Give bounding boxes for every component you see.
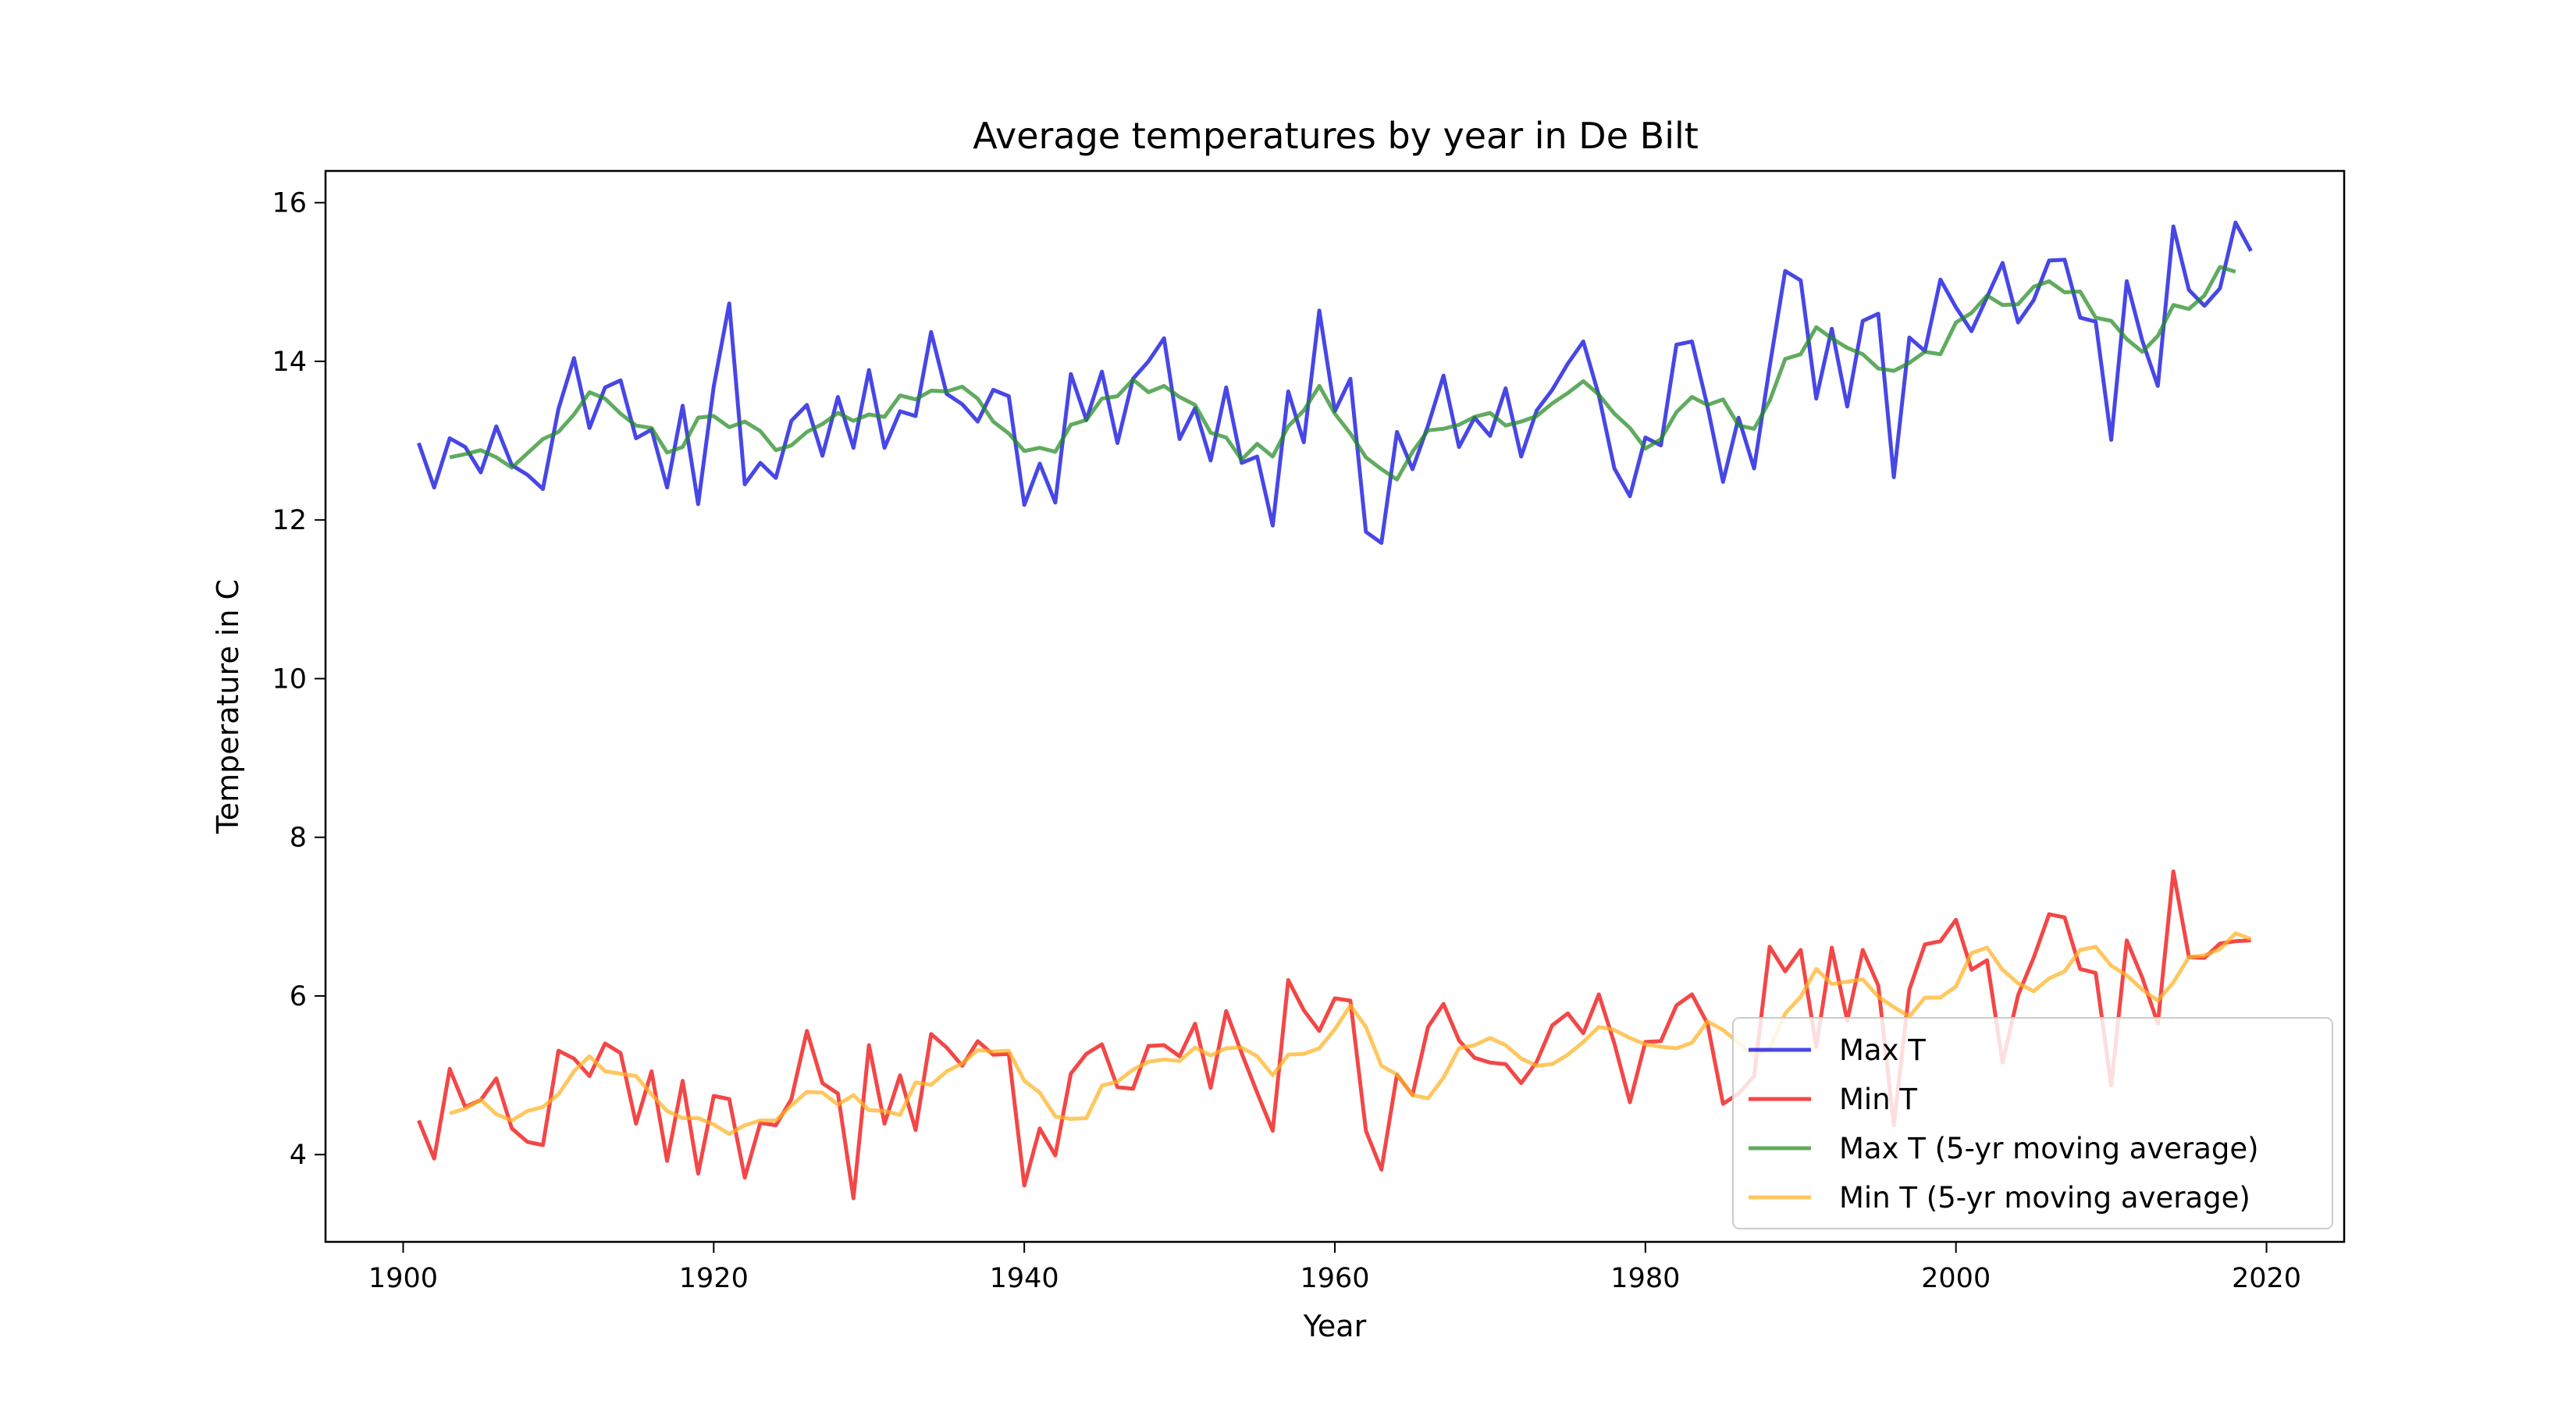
plot-lines bbox=[417, 220, 2253, 1200]
legend-label: Min T bbox=[1839, 1083, 1917, 1116]
x-tick-label: 1920 bbox=[679, 1263, 749, 1294]
y-axis: 4 6 8 10 12 14 16 bbox=[272, 188, 326, 1171]
series-line-0 bbox=[417, 220, 2253, 546]
legend-label: Min T (5-yr moving average) bbox=[1839, 1181, 2250, 1215]
x-tick-label: 1960 bbox=[1300, 1263, 1369, 1294]
legend-label: Max T bbox=[1839, 1033, 1926, 1067]
y-tick-label: 12 bbox=[272, 505, 307, 536]
y-tick-label: 14 bbox=[272, 347, 307, 378]
y-axis-label: Temperature in C bbox=[211, 579, 245, 834]
y-tick-label: 6 bbox=[290, 981, 307, 1012]
chart-title: Average temperatures by year in De Bilt bbox=[973, 115, 1699, 157]
x-tick-label: 2020 bbox=[2232, 1263, 2301, 1294]
x-axis: 1900 1920 1940 1960 1980 2000 2020 bbox=[368, 1242, 2301, 1294]
legend: Max T Min T Max T (5-yr moving average) Min… bbox=[1732, 1017, 2333, 1229]
x-tick-label: 1980 bbox=[1610, 1263, 1680, 1294]
x-tick-label: 1940 bbox=[990, 1263, 1059, 1294]
legend-label: Max T (5-yr moving average) bbox=[1839, 1132, 2259, 1165]
y-tick-label: 4 bbox=[290, 1140, 307, 1171]
legend-box bbox=[1732, 1017, 2333, 1229]
series-line-2 bbox=[449, 265, 2236, 482]
y-tick-label: 10 bbox=[272, 663, 307, 695]
series-line-3 bbox=[449, 931, 2252, 1136]
series-line-1 bbox=[417, 869, 2251, 1200]
x-axis-label: Year bbox=[1303, 1309, 1367, 1343]
y-tick-label: 16 bbox=[272, 188, 307, 219]
x-tick-label: 2000 bbox=[1921, 1263, 1991, 1294]
y-tick-label: 8 bbox=[290, 823, 307, 854]
x-tick-label: 1900 bbox=[368, 1263, 438, 1294]
